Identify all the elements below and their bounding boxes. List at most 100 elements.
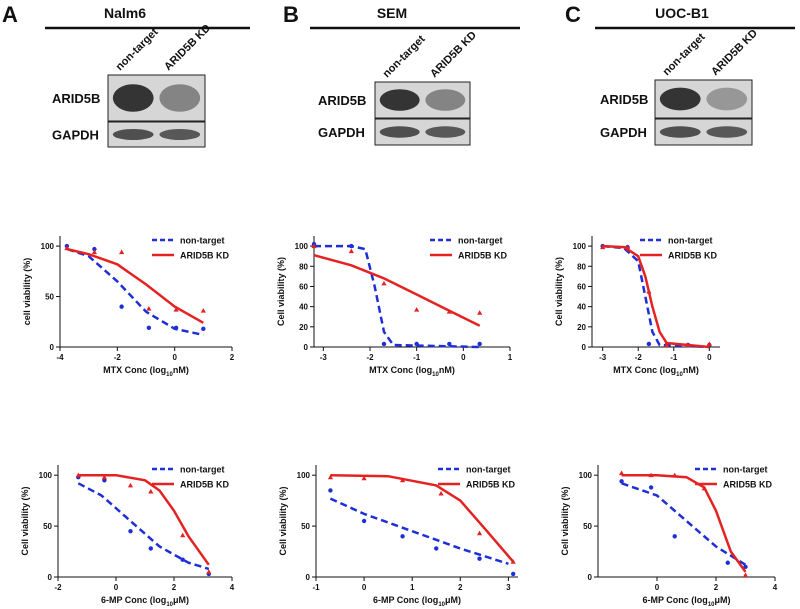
y-tick-label: 100: [297, 471, 311, 480]
blot-band: [659, 126, 701, 138]
data-point: [180, 557, 185, 562]
x-axis-label: 6-MP Conc (log10μM): [101, 595, 189, 608]
legend-label: ARID5B KD: [180, 480, 230, 490]
data-point: [201, 326, 206, 332]
panel-letter: B: [283, 2, 299, 27]
legend-label: non-target: [466, 465, 511, 475]
data-point: [510, 571, 516, 577]
x-tick-label: -1: [413, 353, 421, 362]
data-point: [328, 488, 333, 493]
lane-label: non-target: [381, 33, 428, 80]
data-point: [327, 474, 334, 480]
data-point: [510, 559, 516, 564]
x-axis-label: MTX Conc (log10nM): [103, 365, 189, 378]
data-point: [361, 475, 367, 481]
x-label-part: 10: [708, 602, 715, 608]
lane-label: ARID5B KD: [162, 22, 213, 73]
data-point: [348, 248, 354, 254]
data-point: [434, 546, 439, 551]
panel-title: SEM: [377, 5, 407, 21]
data-point: [446, 309, 452, 314]
legend-label: non-target: [668, 236, 713, 246]
legend-label: ARID5B KD: [180, 251, 230, 261]
x-tick-label: 0: [707, 353, 712, 362]
panel-letter: A: [2, 2, 18, 27]
y-tick-label: 100: [39, 471, 53, 480]
blot-band: [706, 87, 748, 111]
blot-label: ARID5B: [52, 91, 100, 106]
data-point: [414, 341, 419, 347]
data-point: [361, 518, 367, 524]
data-point: [477, 341, 482, 347]
data-point: [619, 470, 625, 476]
data-point: [146, 325, 152, 331]
y-tick-label: 60: [299, 282, 308, 291]
data-point: [648, 485, 654, 490]
y-tick-label: 0: [304, 343, 309, 352]
data-point: [381, 341, 387, 347]
blot-band: [659, 87, 701, 111]
data-point: [180, 532, 186, 538]
blot-band: [379, 89, 420, 111]
y-tick-label: 80: [299, 262, 308, 271]
x-tick-label: -4: [56, 353, 64, 362]
blot-band: [425, 126, 466, 138]
lane-label: ARID5B KD: [709, 27, 760, 78]
data-point: [311, 243, 317, 249]
x-label-part: μM): [173, 595, 189, 605]
data-point: [742, 572, 749, 577]
x-label-part: 6-MP Conc (log: [101, 595, 166, 605]
x-tick-label: 4: [230, 583, 235, 592]
fit-curve: [602, 244, 710, 349]
data-point: [646, 288, 652, 294]
x-tick-label: -2: [366, 353, 374, 362]
y-axis-label: Cell viability (%): [560, 486, 570, 555]
x-label-part: μM): [715, 595, 731, 605]
data-point: [477, 556, 482, 561]
data-point: [447, 341, 452, 347]
x-label-part: MTX Conc (log: [613, 365, 676, 375]
blot-label: ARID5B: [318, 93, 366, 108]
x-tick-label: 1: [410, 583, 415, 592]
y-tick-label: 50: [583, 522, 592, 531]
data-point: [624, 244, 631, 250]
x-tick-label: 0: [461, 353, 466, 362]
x-label-part: 10: [166, 372, 173, 378]
data-point: [200, 308, 206, 313]
data-point: [64, 245, 70, 251]
data-point: [646, 341, 652, 347]
data-point: [648, 472, 654, 478]
data-point: [381, 280, 387, 286]
y-tick-label: 50: [43, 522, 52, 531]
x-label-part: nM): [439, 365, 455, 375]
data-point: [92, 246, 97, 252]
x-label-part: 6-MP Conc (log: [642, 595, 707, 605]
legend-label: non-target: [180, 236, 225, 246]
data-point: [619, 479, 624, 484]
data-point: [672, 534, 677, 539]
y-tick-label: 50: [301, 522, 310, 531]
data-point: [743, 564, 748, 570]
x-tick-label: 1: [508, 353, 513, 362]
legend-label: ARID5B KD: [458, 251, 508, 261]
lane-label: non-target: [661, 31, 708, 78]
x-axis-label: 6-MP Conc (log10μM): [373, 595, 461, 608]
x-tick-label: -3: [599, 353, 607, 362]
blot-band: [425, 89, 466, 111]
blot-label: ARID5B: [600, 92, 648, 107]
x-tick-label: 3: [506, 583, 511, 592]
y-tick-label: 40: [577, 303, 586, 312]
y-axis-label: Cell viability (%): [20, 486, 30, 555]
y-tick-label: 0: [582, 343, 587, 352]
y-tick-label: 0: [50, 343, 55, 352]
y-tick-label: 100: [573, 242, 587, 251]
x-tick-label: -2: [635, 353, 643, 362]
blot-band: [379, 126, 420, 138]
fit-curve: [329, 497, 509, 565]
y-tick-label: 0: [48, 573, 53, 582]
panel-title: UOC-B1: [655, 5, 709, 21]
x-label-part: MTX Conc (log: [103, 365, 166, 375]
x-tick-label: -1: [312, 583, 320, 592]
x-tick-label: -2: [54, 583, 62, 592]
x-tick-label: -1: [670, 353, 678, 362]
